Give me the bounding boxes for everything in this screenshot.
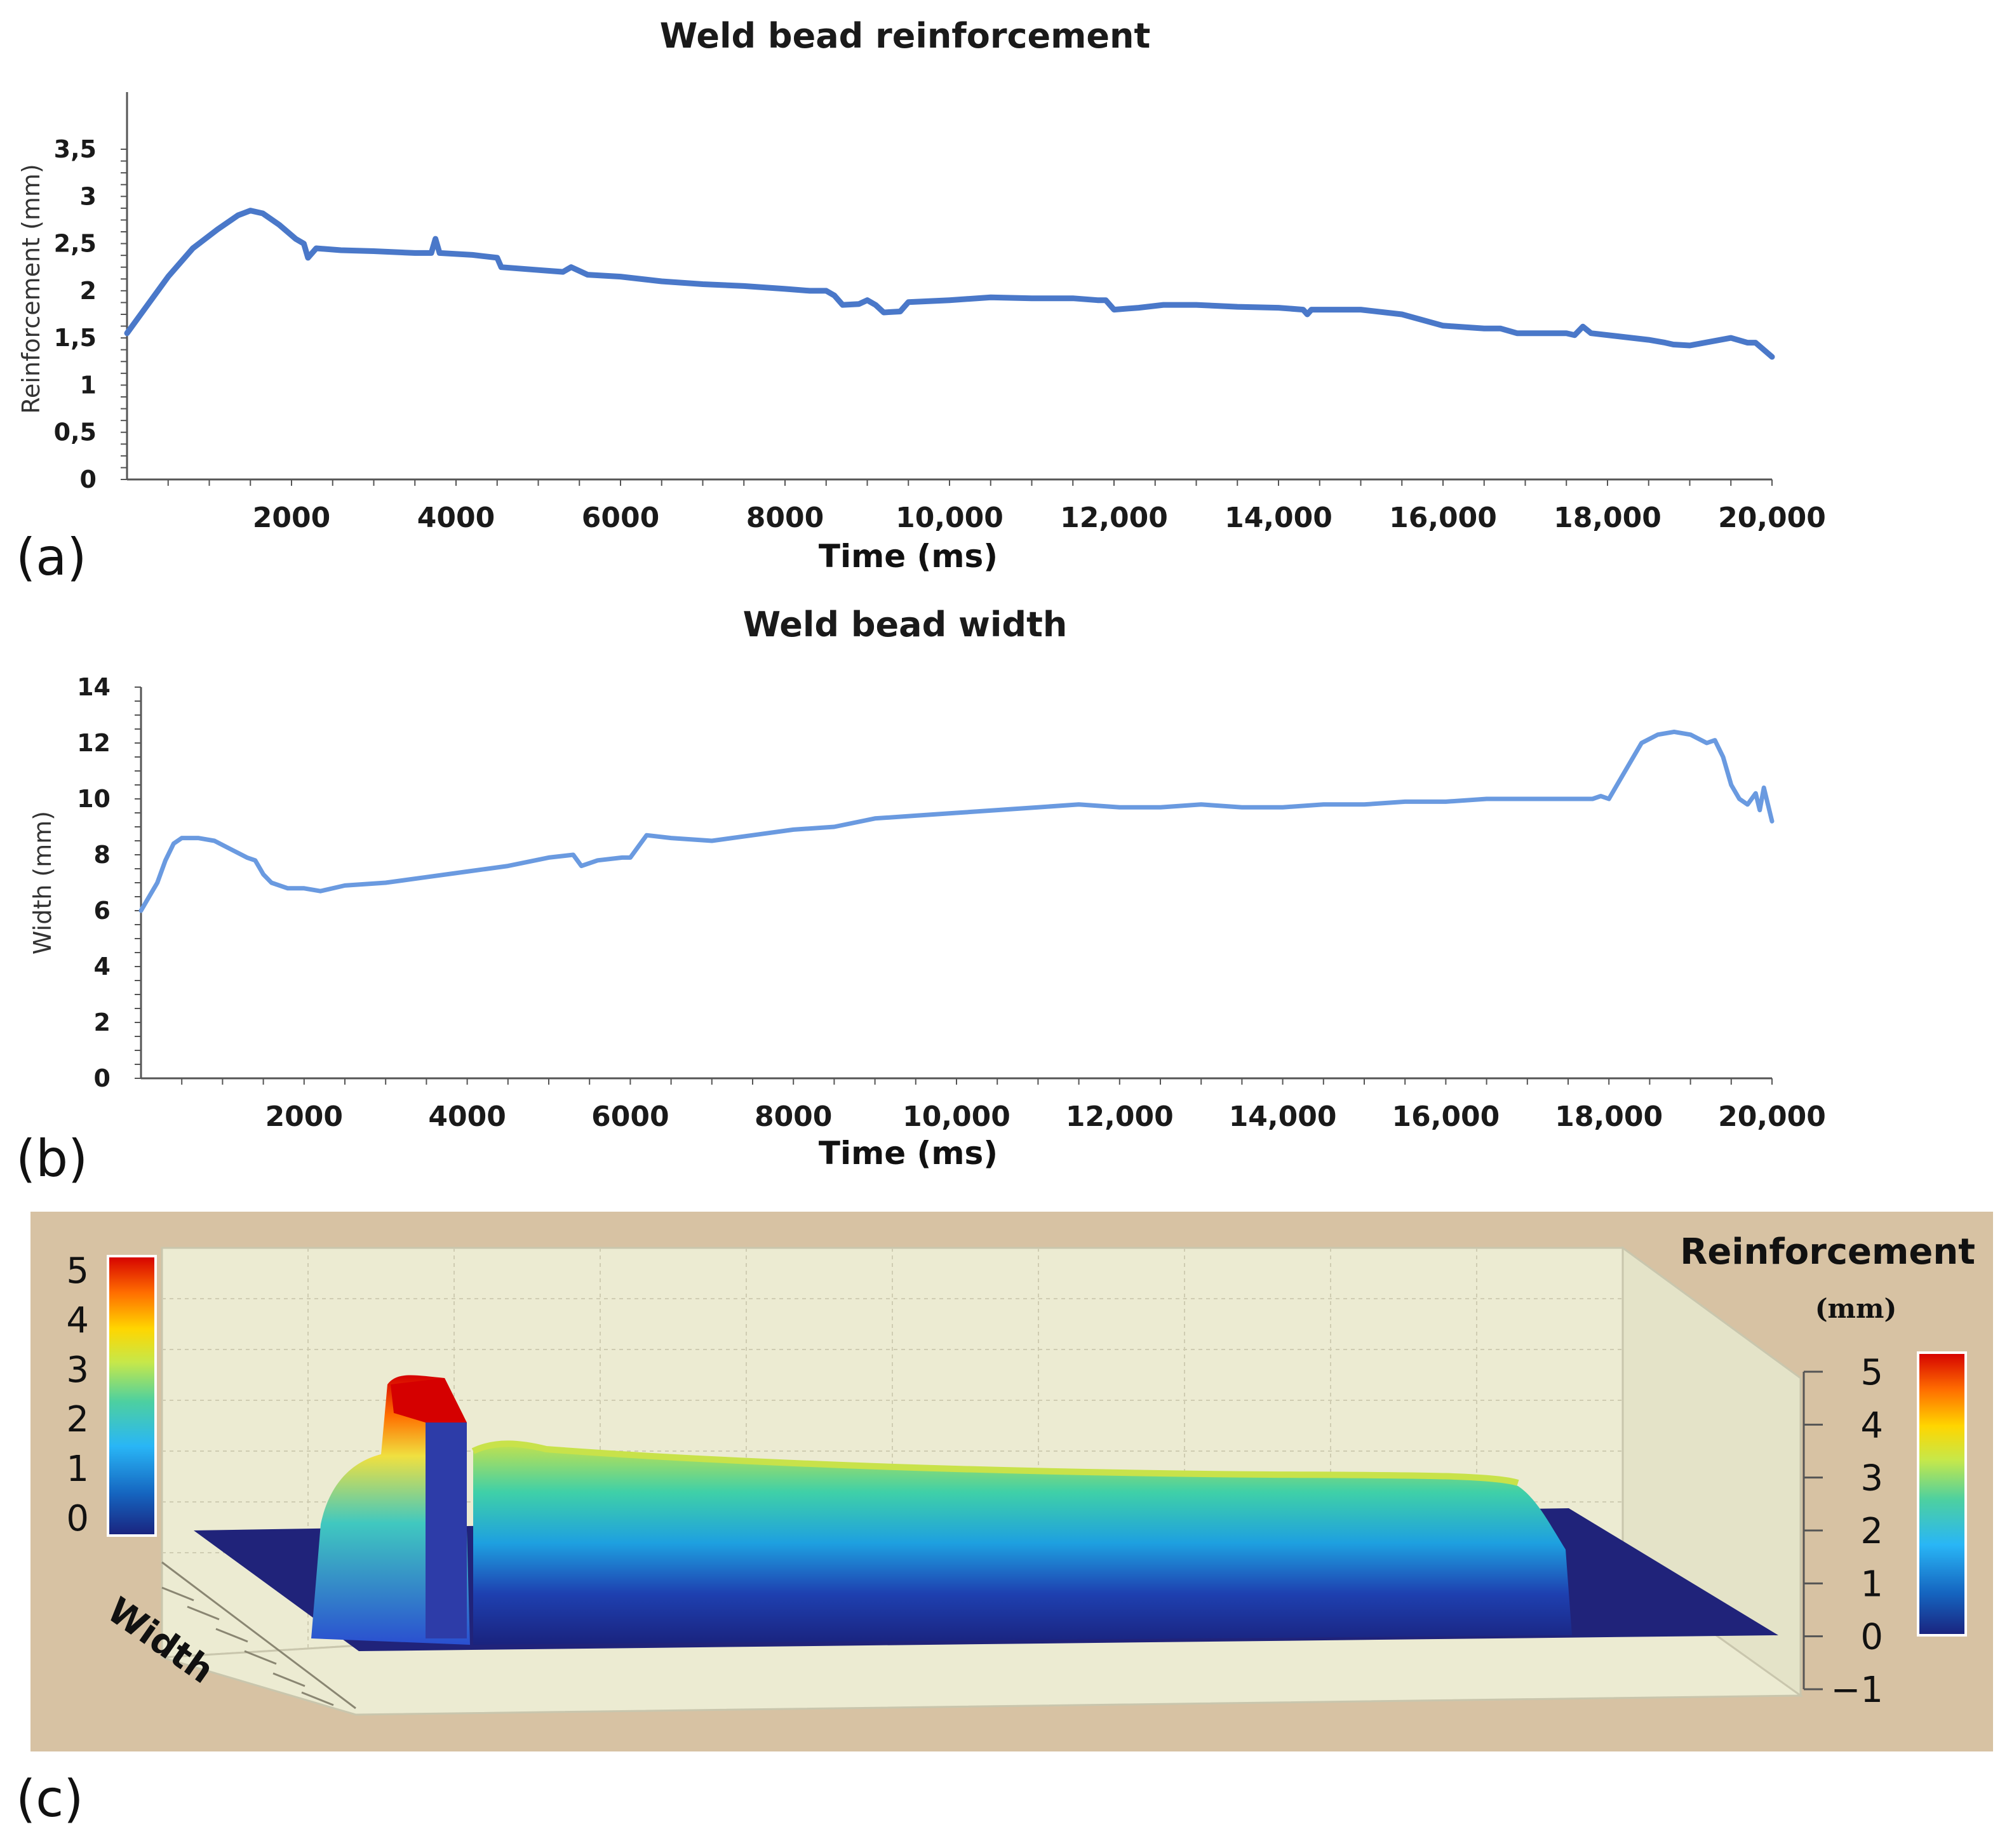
chart-c-start-wall xyxy=(426,1423,467,1638)
x-tick-label: 20,000 xyxy=(1718,1101,1826,1133)
chart-a-title: Weld bead reinforcement xyxy=(660,16,1151,56)
y-tick-label: 6 xyxy=(94,897,111,925)
z-tick-label: −1 xyxy=(1830,1670,1883,1711)
z-tick-label: 1 xyxy=(1860,1563,1883,1605)
x-tick-label: 14,000 xyxy=(1225,502,1332,534)
chart-c-bead-ridge xyxy=(471,1440,1519,1486)
chart-b-y-ticks: 0 2 4 6 8 10 12 14 xyxy=(77,673,111,1092)
chart-c-colorbar-left-ticks: 5 4 3 2 1 0 xyxy=(66,1250,89,1539)
x-tick-label: 6000 xyxy=(582,502,659,534)
y-tick-label: 1 xyxy=(80,371,97,399)
x-tick-label: 16,000 xyxy=(1389,502,1497,534)
panel-label-c: (c) xyxy=(16,1769,83,1828)
y-tick-label: 3,5 xyxy=(54,135,97,163)
y-tick-label: 0,5 xyxy=(54,418,97,446)
x-tick-label: 14,000 xyxy=(1229,1101,1337,1133)
chart-a-y-label: Reinforcement (mm) xyxy=(17,164,45,414)
colorbar-left-tick-label: 0 xyxy=(66,1498,89,1539)
x-tick-label: 4000 xyxy=(428,1101,506,1133)
chart-c-peak-top xyxy=(391,1378,467,1423)
chart-b-minor-ticks xyxy=(135,686,1773,1085)
panel-label-b: (b) xyxy=(16,1129,88,1188)
y-tick-label: 14 xyxy=(77,673,111,701)
x-tick-label: 8000 xyxy=(755,1101,832,1133)
chart-c-bead-surface xyxy=(473,1441,1572,1645)
y-tick-label: 2,5 xyxy=(54,230,97,258)
chart-a: Weld bead reinforcement 0 0,5 1 1,5 2 2,5 3 3,5… xyxy=(16,16,1826,587)
colorbar-left-tick-label: 2 xyxy=(66,1399,89,1440)
x-tick-label: 8000 xyxy=(746,502,824,534)
z-tick-label: 0 xyxy=(1860,1617,1883,1658)
x-tick-label: 12,000 xyxy=(1060,502,1168,534)
y-tick-label: 3 xyxy=(80,182,97,210)
colorbar-left-tick-label: 3 xyxy=(66,1349,89,1391)
x-tick-label: 20,000 xyxy=(1718,502,1826,534)
z-tick-label: 4 xyxy=(1860,1405,1883,1446)
y-tick-label: 10 xyxy=(77,785,111,813)
panel-label-a: (a) xyxy=(16,528,86,587)
z-tick-label: 2 xyxy=(1860,1511,1883,1552)
chart-a-series-reinforcement-line xyxy=(124,208,1775,360)
chart-b-x-ticks: 2000 4000 6000 8000 10,000 12,000 14,000 16,000… xyxy=(265,1101,1826,1133)
colorbar-left-tick-label: 4 xyxy=(66,1300,89,1341)
chart-c-z-ticks: −1 0 1 2 3 4 5 xyxy=(1804,1352,1883,1711)
chart-c-z-unit: (mm) xyxy=(1815,1293,1897,1324)
x-tick-label: 12,000 xyxy=(1066,1101,1174,1133)
x-tick-label: 16,000 xyxy=(1392,1101,1500,1133)
chart-a-x-label: Time (ms) xyxy=(819,538,998,575)
y-tick-label: 2 xyxy=(80,277,97,305)
chart-b: Weld bead width 0 2 4 6 8 10 12 14 2000 4000 6000… xyxy=(16,605,1826,1188)
y-tick-label: 0 xyxy=(80,465,97,493)
x-tick-label: 6000 xyxy=(591,1101,669,1133)
y-tick-label: 0 xyxy=(94,1064,111,1092)
y-tick-label: 1,5 xyxy=(54,324,97,352)
chart-c-colorbar-left xyxy=(107,1255,157,1537)
chart-a-x-ticks: 2000 4000 6000 8000 10,000 12,000 14,000 16,000… xyxy=(253,502,1826,534)
colorbar-left-tick-label: 5 xyxy=(66,1250,89,1292)
y-tick-label: 8 xyxy=(94,841,111,869)
chart-b-y-label: Width (mm) xyxy=(29,811,57,954)
chart-b-title: Weld bead width xyxy=(743,605,1068,645)
x-tick-label: 2000 xyxy=(265,1101,343,1133)
chart-b-series-width-line xyxy=(138,729,1775,913)
y-tick-label: 12 xyxy=(77,729,111,757)
x-tick-label: 10,000 xyxy=(903,1101,1010,1133)
chart-b-x-label: Time (ms) xyxy=(819,1135,998,1172)
y-tick-label: 4 xyxy=(94,953,111,981)
x-tick-label: 4000 xyxy=(417,502,495,534)
chart-a-minor-ticks xyxy=(121,149,1773,486)
z-tick-label: 5 xyxy=(1860,1352,1883,1393)
chart-c-z-label: Reinforcement xyxy=(1680,1231,1975,1273)
chart-c-depth-axis xyxy=(161,1561,356,1710)
colorbar-left-tick-label: 1 xyxy=(66,1449,89,1490)
y-tick-label: 2 xyxy=(94,1008,111,1036)
x-tick-label: 2000 xyxy=(253,502,330,534)
x-tick-label: 18,000 xyxy=(1554,502,1661,534)
z-tick-label: 3 xyxy=(1860,1458,1883,1499)
x-tick-label: 18,000 xyxy=(1555,1101,1663,1133)
x-tick-label: 10,000 xyxy=(896,502,1004,534)
chart-c-colorbar-right xyxy=(1917,1351,1967,1637)
chart-a-y-ticks: 0 0,5 1 1,5 2 2,5 3 3,5 xyxy=(54,135,97,493)
